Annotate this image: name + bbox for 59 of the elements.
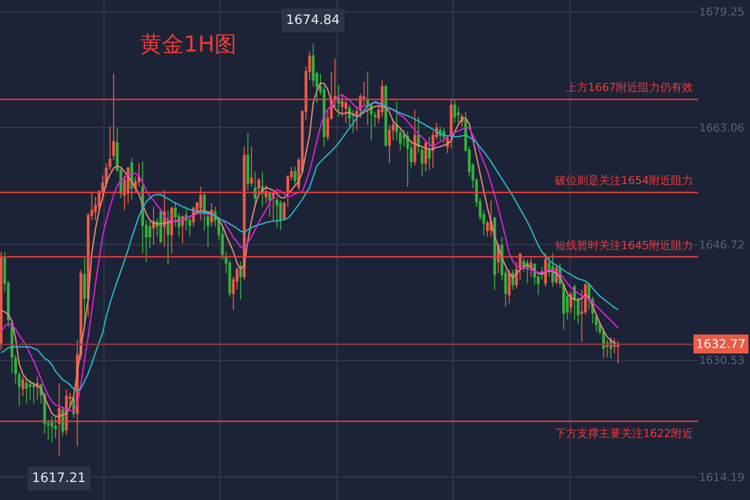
y-tick-label: 1614.19 [699, 471, 744, 484]
candlestick [406, 131, 409, 188]
candlestick [413, 110, 416, 166]
candlestick [544, 252, 547, 288]
candlestick [36, 376, 39, 400]
y-tick-label: 1663.06 [699, 121, 744, 134]
y-tick-label: 1679.25 [699, 6, 744, 19]
y-tick-label: 1646.72 [699, 238, 744, 252]
candlestick [28, 379, 32, 400]
candlestick [508, 269, 511, 304]
candlestick [181, 214, 184, 244]
candlestick [398, 128, 402, 151]
candlestick [279, 200, 282, 231]
y-tick-label: 1630.53 [699, 354, 744, 368]
candlestick [152, 206, 155, 246]
candlestick [32, 381, 36, 404]
ref-line-label: 1632.77 [696, 337, 746, 351]
candlestick [257, 178, 260, 194]
candlestick [294, 166, 296, 188]
candlestick [428, 136, 431, 171]
candlestick [453, 100, 456, 124]
candlestick [0, 251, 2, 350]
candlestick [163, 190, 166, 248]
candlestick [25, 378, 28, 404]
candlestick [526, 259, 529, 284]
candlestick [50, 416, 54, 444]
candlestick [58, 382, 61, 456]
candlestick [170, 206, 174, 254]
candlestick [276, 196, 278, 229]
candlestick [250, 146, 253, 188]
candlestick [450, 100, 453, 149]
candlestick [239, 261, 242, 300]
candlestick [573, 284, 576, 320]
ref-line-label: 破位则是关注1654附近阻力 [554, 174, 693, 187]
candlestick [282, 201, 286, 221]
annotation: 1617.21 [32, 471, 86, 486]
ref-line-label: 下方支撑主要关注1622附近 [555, 427, 693, 440]
ref-line-label: 短线暂时关注1645附近阻力 [555, 239, 693, 252]
candlestick [616, 340, 620, 364]
candlestick [551, 252, 554, 288]
candlestick [54, 416, 57, 439]
candlestick [424, 140, 428, 172]
text: 黄金1H图 [140, 32, 237, 58]
candlestick [254, 171, 257, 204]
candlestick [268, 191, 272, 218]
candlestick [166, 210, 170, 266]
ref-line-label: 上方1667附近阻力仍有效 [566, 81, 693, 94]
annotation: 1674.84 [286, 13, 340, 28]
candlestick [337, 84, 340, 118]
candlestick [388, 124, 391, 164]
candlestick [83, 258, 86, 324]
candlestick [138, 162, 140, 188]
candlestick [594, 312, 598, 332]
candlestick [530, 258, 532, 278]
candlestick [199, 186, 202, 221]
candlestick [395, 101, 398, 141]
candlestick [21, 376, 24, 397]
candlestick [246, 132, 250, 191]
candlestick [570, 291, 572, 314]
